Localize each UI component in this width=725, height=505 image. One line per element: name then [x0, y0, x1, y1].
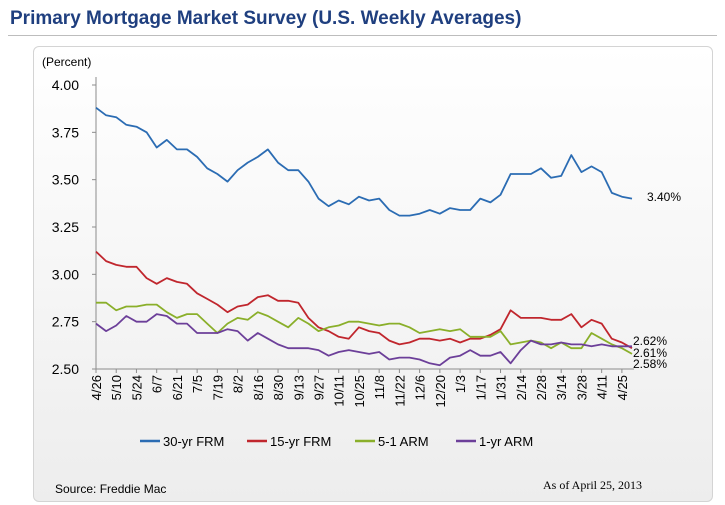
- y-tick-label: 3.50: [52, 172, 79, 188]
- series-line-5-1-arm: [96, 301, 633, 355]
- y-tick-label: 3.25: [52, 219, 79, 235]
- end-label: 3.40%: [647, 190, 681, 204]
- x-tick-label: 3/14: [554, 375, 569, 400]
- x-tick-label: 1/31: [494, 375, 509, 400]
- x-tick-label: 6/7: [150, 375, 165, 393]
- x-tick-label: 8/16: [251, 375, 266, 400]
- title-divider: [8, 35, 717, 36]
- as-of-note: As of April 25, 2013: [543, 478, 642, 492]
- x-tick-label: 5/10: [109, 375, 124, 400]
- end-label: 2.61%: [633, 346, 667, 360]
- x-tick-label: 8/2: [231, 375, 246, 393]
- x-tick-label: 9/27: [311, 375, 326, 400]
- y-tick-label: 3.00: [52, 266, 79, 282]
- x-tick-label: 3/28: [574, 375, 589, 400]
- x-tick-label: 12/6: [413, 375, 428, 400]
- x-tick-label: 10/11: [332, 375, 347, 407]
- end-label: 2.62%: [633, 334, 667, 348]
- y-tick-label: 4.00: [52, 77, 79, 93]
- legend-label: 5-1 ARM: [378, 434, 429, 449]
- series-line-30-yr-frm: [95, 106, 633, 217]
- x-tick-label: 2/14: [514, 375, 529, 400]
- legend-label: 30-yr FRM: [163, 434, 224, 449]
- x-tick-label: 4/11: [595, 375, 610, 399]
- x-tick-label: 1/17: [473, 375, 488, 400]
- end-label: 2.58%: [633, 357, 667, 371]
- source-note: Source: Freddie Mac: [55, 482, 167, 496]
- x-tick-label: 2/28: [534, 375, 549, 400]
- x-tick-label: 12/20: [433, 375, 448, 408]
- x-tick-label: 7/19: [210, 375, 225, 400]
- x-tick-label: 4/25: [615, 375, 630, 400]
- legend-label: 1-yr ARM: [479, 434, 533, 449]
- x-tick-label: 4/26: [89, 375, 104, 400]
- x-tick-label: 5/24: [129, 375, 144, 400]
- x-tick-label: 8/30: [271, 375, 286, 400]
- series-line-15-yr-frm: [95, 250, 633, 349]
- x-tick-label: 9/13: [291, 375, 306, 400]
- y-axis-label: (Percent): [42, 55, 91, 69]
- x-tick-label: 11/22: [392, 375, 407, 407]
- chart-title: Primary Mortgage Market Survey (U.S. Wee…: [10, 8, 522, 29]
- chart-panel: [33, 46, 713, 502]
- y-tick-label: 2.75: [52, 314, 79, 330]
- legend-label: 15-yr FRM: [270, 434, 331, 449]
- x-tick-label: 6/21: [170, 375, 185, 400]
- x-tick-label: 10/25: [352, 375, 367, 408]
- x-tick-label: 11/8: [372, 375, 387, 399]
- y-tick-label: 3.75: [52, 124, 79, 140]
- x-tick-label: 7/5: [190, 375, 205, 393]
- x-tick-label: 1/3: [453, 375, 468, 393]
- y-tick-label: 2.50: [52, 361, 79, 377]
- series-line-1-yr-arm: [95, 313, 632, 367]
